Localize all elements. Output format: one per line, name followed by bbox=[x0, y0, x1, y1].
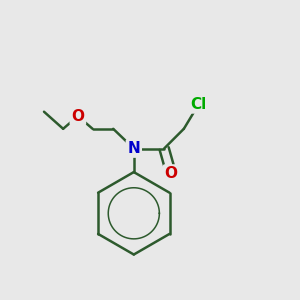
Text: N: N bbox=[128, 141, 140, 156]
Text: O: O bbox=[71, 109, 84, 124]
Text: Cl: Cl bbox=[190, 97, 207, 112]
Text: O: O bbox=[165, 166, 178, 181]
